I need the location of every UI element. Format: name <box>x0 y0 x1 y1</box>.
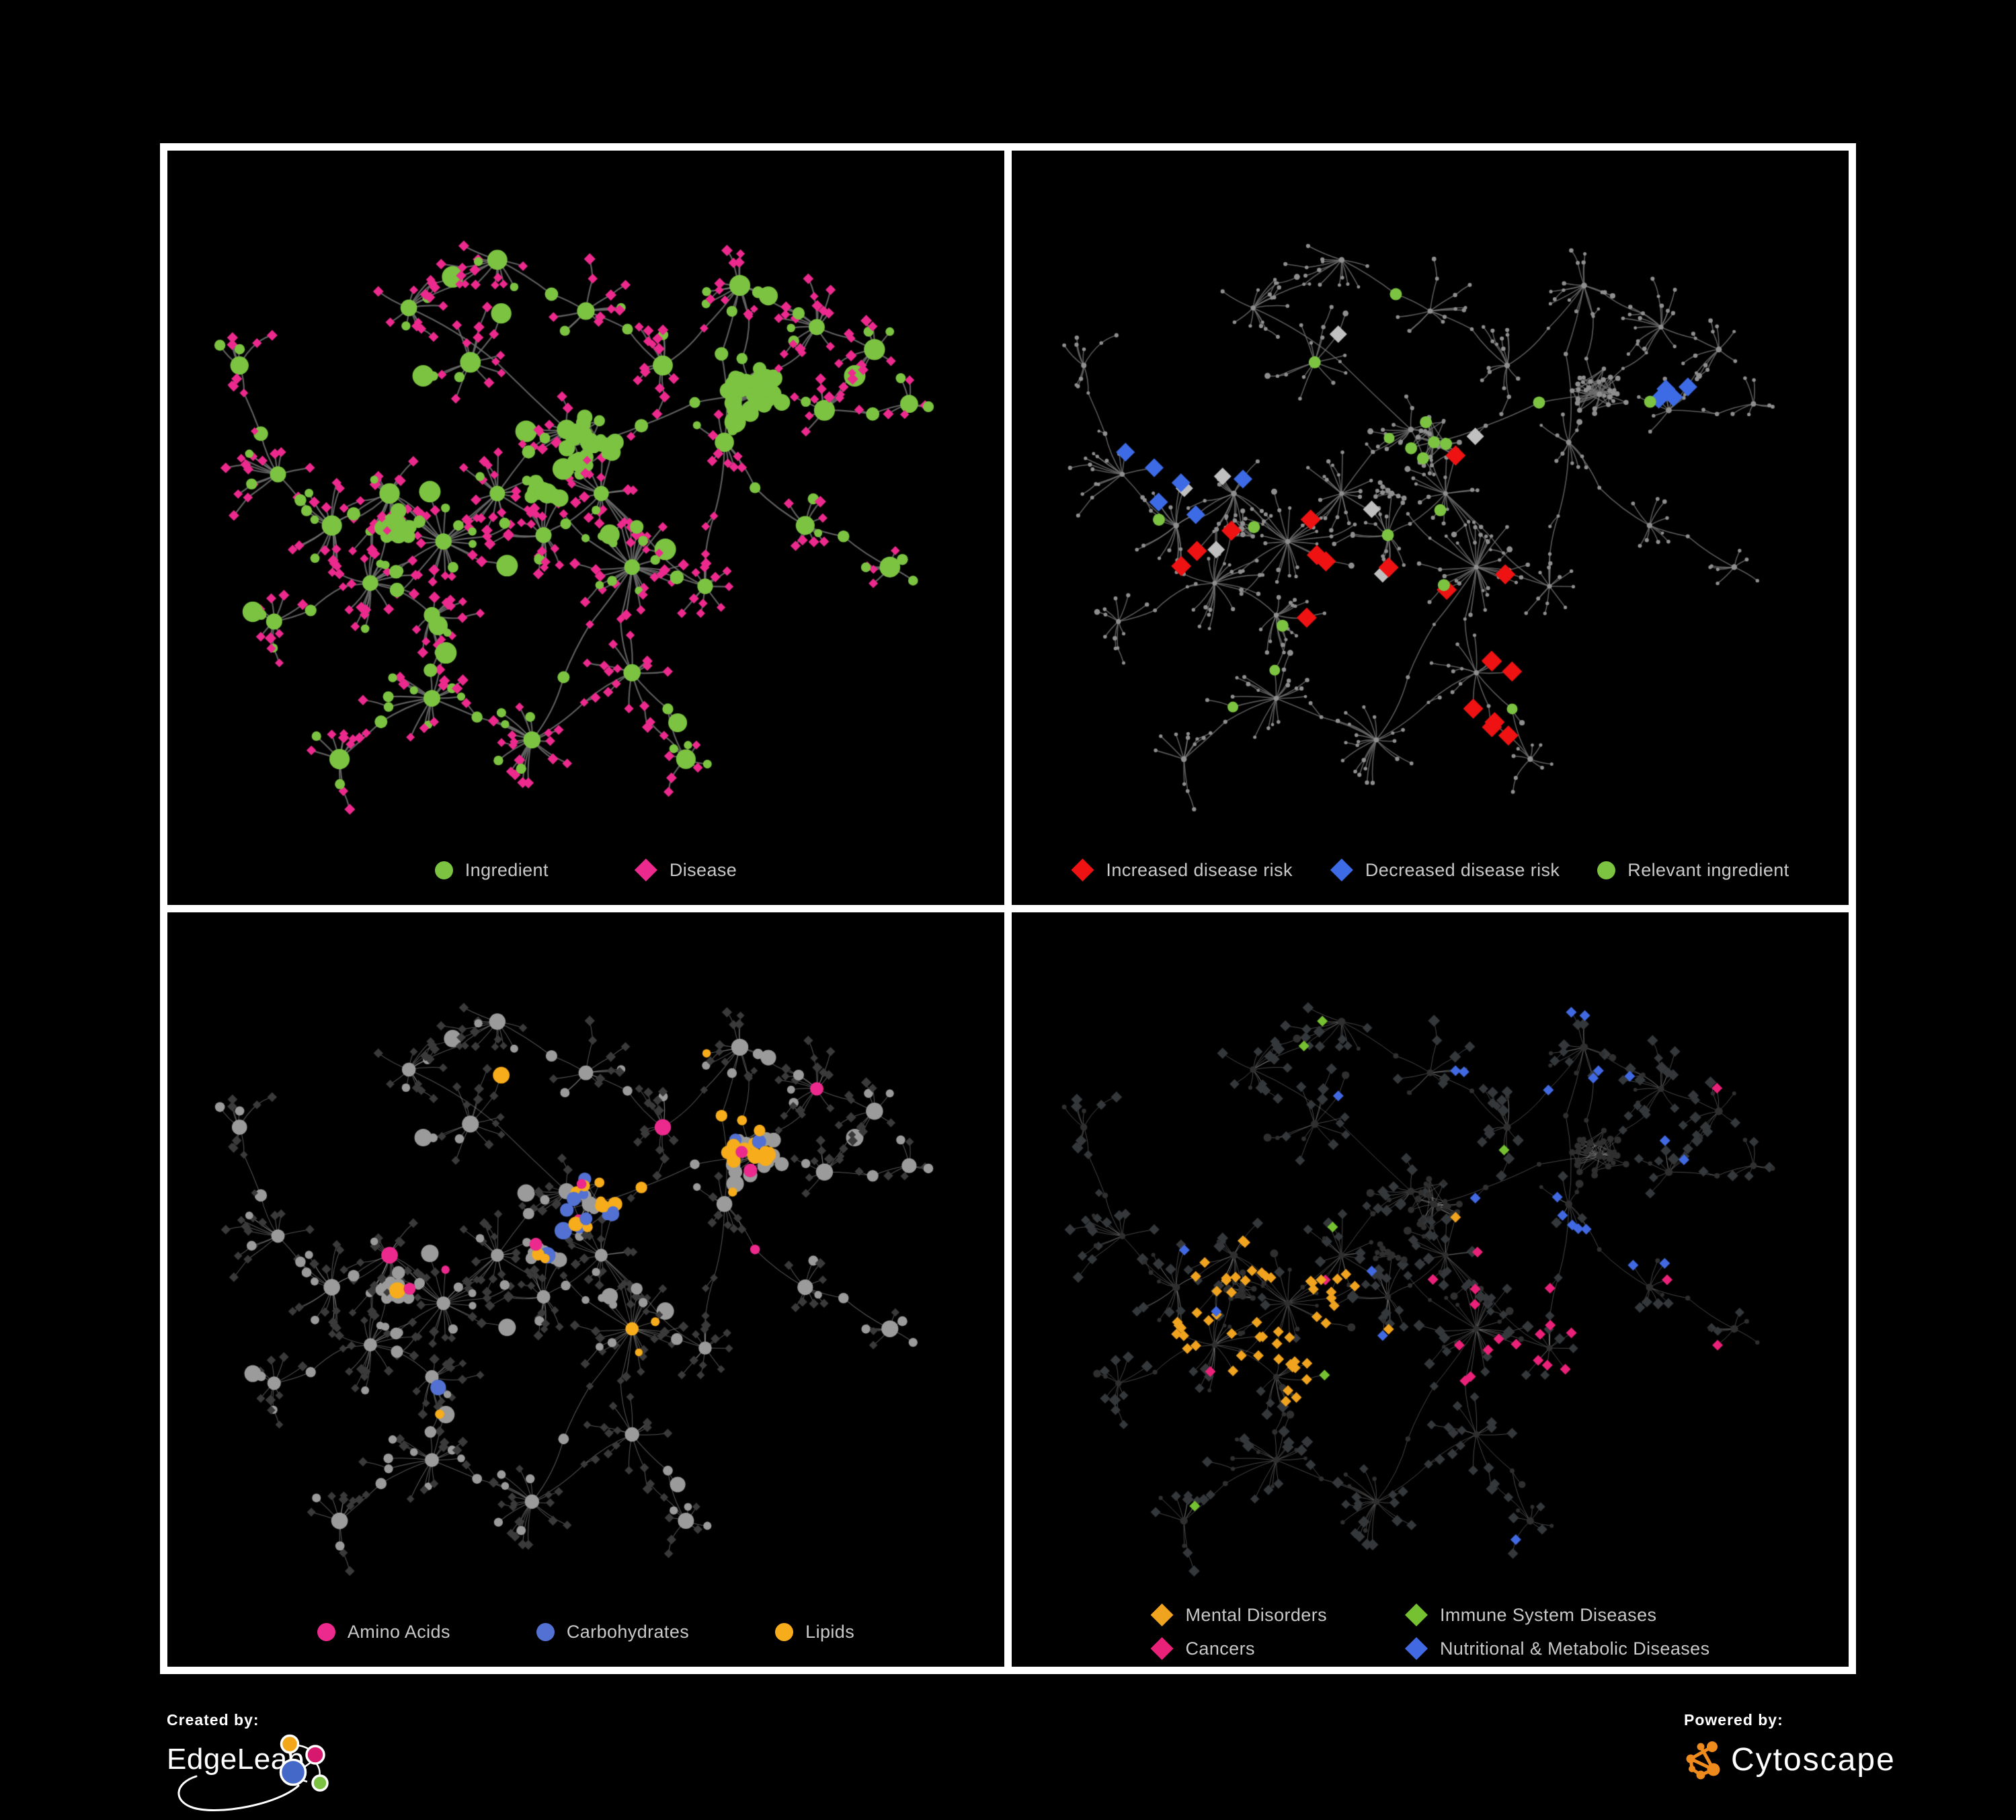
edgeleap-logo-icon <box>177 1734 329 1811</box>
legend-item: Cancers <box>1150 1637 1327 1660</box>
legend-marker-circle-icon <box>536 1622 555 1641</box>
cytoscape-logo: Cytoscape <box>1684 1739 1993 1780</box>
legend-marker-circle-icon <box>775 1622 794 1641</box>
cytoscape-wordmark: Cytoscape <box>1731 1741 1896 1778</box>
legend-item: Mental Disorders <box>1150 1604 1327 1626</box>
legend-item: Carbohydrates <box>536 1622 689 1643</box>
created-by-label: Created by: <box>167 1711 259 1729</box>
panel-chemical-classes: Amino Acids Carbohydrates Lipids <box>167 912 1004 1667</box>
panel-ingredient-disease: Ingredient Disease <box>167 151 1004 905</box>
legend-marker-circle-icon <box>434 861 453 879</box>
legend-disease-categories: Mental Disorders Immune System Diseases Ca… <box>1012 1597 1849 1667</box>
legend-marker-diamond-icon <box>1405 1637 1428 1660</box>
legend-disease-risk: Increased disease risk Decreased disease … <box>1012 835 1849 905</box>
legend-label: Relevant ingredient <box>1627 859 1789 880</box>
cytoscape-credit: Powered by: Cytoscape <box>1684 1711 1993 1798</box>
network-canvas-chemical-classes <box>167 912 1004 1597</box>
legend-marker-diamond-icon <box>1071 859 1094 881</box>
legend-marker-diamond-icon <box>1150 1604 1174 1626</box>
legend-label: Increased disease risk <box>1106 859 1293 880</box>
legend-marker-circle-icon <box>317 1622 335 1641</box>
edgeleap-logo: EdgeLeap <box>167 1732 483 1813</box>
legend-label: Decreased disease risk <box>1365 859 1560 880</box>
network-grid: Ingredient Disease Increased disease risk… <box>160 143 1856 1674</box>
legend-item: Ingredient <box>434 859 549 881</box>
powered-by-label: Powered by: <box>1684 1711 1783 1729</box>
legend-marker-diamond-icon <box>1150 1637 1174 1660</box>
legend-marker-diamond-icon <box>1330 859 1353 881</box>
legend-chemical-classes: Amino Acids Carbohydrates Lipids <box>167 1597 1004 1667</box>
legend-item: Disease <box>634 859 737 881</box>
network-canvas-disease-categories <box>1012 912 1849 1597</box>
legend-item: Lipids <box>775 1622 854 1643</box>
legend-item: Relevant ingredient <box>1597 860 1789 881</box>
legend-item: Nutritional & Metabolic Diseases <box>1405 1637 1709 1660</box>
legend-item: Increased disease risk <box>1071 859 1292 881</box>
legend-label: Ingredient <box>465 859 549 880</box>
legend-marker-circle-icon <box>1597 861 1616 879</box>
network-canvas-disease-risk <box>1012 151 1849 835</box>
legend-label: Nutritional & Metabolic Diseases <box>1440 1638 1710 1659</box>
legend-label: Immune System Diseases <box>1440 1604 1657 1625</box>
panel-disease-risk: Increased disease risk Decreased disease … <box>1012 151 1849 905</box>
network-canvas-ingredient-disease <box>167 151 1004 835</box>
legend-ingredient-disease: Ingredient Disease <box>167 835 1004 905</box>
legend-label: Disease <box>669 859 737 880</box>
legend-label: Lipids <box>805 1621 855 1642</box>
legend-label: Amino Acids <box>347 1621 450 1642</box>
legend-item: Decreased disease risk <box>1330 859 1560 881</box>
legend-item: Immune System Diseases <box>1405 1604 1709 1626</box>
legend-label: Carbohydrates <box>566 1621 690 1642</box>
cytoscape-logo-icon <box>1686 1741 1720 1780</box>
legend-label: Mental Disorders <box>1185 1604 1327 1625</box>
legend-label: Cancers <box>1185 1638 1255 1659</box>
edgeleap-credit: Created by: EdgeLeap <box>167 1711 483 1812</box>
legend-marker-diamond-icon <box>634 859 657 881</box>
panel-disease-categories: Mental Disorders Immune System Diseases Ca… <box>1012 912 1849 1667</box>
legend-item: Amino Acids <box>317 1622 450 1643</box>
legend-marker-diamond-icon <box>1405 1604 1428 1626</box>
